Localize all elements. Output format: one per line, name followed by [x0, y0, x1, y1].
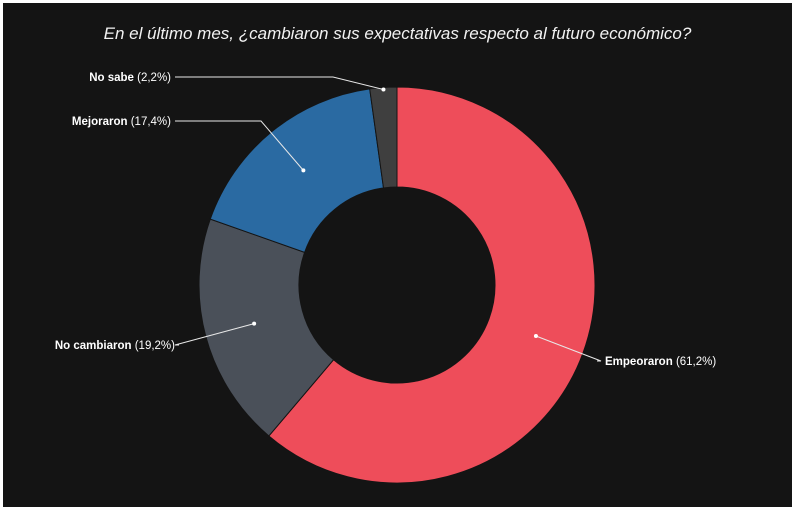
leader-dot-no-sabe	[381, 87, 386, 92]
donut-chart: Empeoraron (61,2%) No cambiaron (19,2%) Me…	[55, 72, 716, 484]
data-label-value: (2,2%)	[137, 72, 171, 84]
data-label-no-cambiaron: No cambiaron (19,2%)	[55, 340, 175, 352]
data-label-no-sabe: No sabe (2,2%)	[89, 72, 171, 84]
data-label-value: (19,2%)	[135, 340, 175, 352]
data-label-name: Mejoraron	[72, 116, 131, 128]
chart-panel: En el último mes, ¿cambiaron sus expecta…	[3, 3, 792, 507]
leader-line-empeoraron	[535, 335, 602, 362]
leader-dot-empeoraron	[533, 334, 538, 339]
data-label-mejoraron: Mejoraron (17,4%)	[72, 116, 171, 128]
leader-line-no-sabe	[175, 76, 384, 90]
data-label-name: No sabe	[89, 72, 137, 84]
data-label-name: No cambiaron	[55, 340, 135, 352]
data-label-value: (17,4%)	[131, 116, 171, 128]
slice-empeoraron	[268, 86, 596, 484]
data-label-name: Empeoraron	[605, 356, 676, 368]
leader-dot-mejoraron	[301, 168, 306, 173]
slice-no-cambiaron	[198, 218, 335, 437]
leader-line-no-cambiaron	[174, 323, 255, 346]
chart-title: En el último mes, ¿cambiaron sus expecta…	[103, 24, 692, 43]
data-label-empeoraron: Empeoraron (61,2%)	[605, 356, 716, 368]
data-label-value: (61,2%)	[676, 356, 716, 368]
leader-line-mejoraron	[175, 120, 304, 171]
slice-mejoraron	[209, 88, 385, 254]
leader-dot-no-cambiaron	[252, 321, 257, 326]
